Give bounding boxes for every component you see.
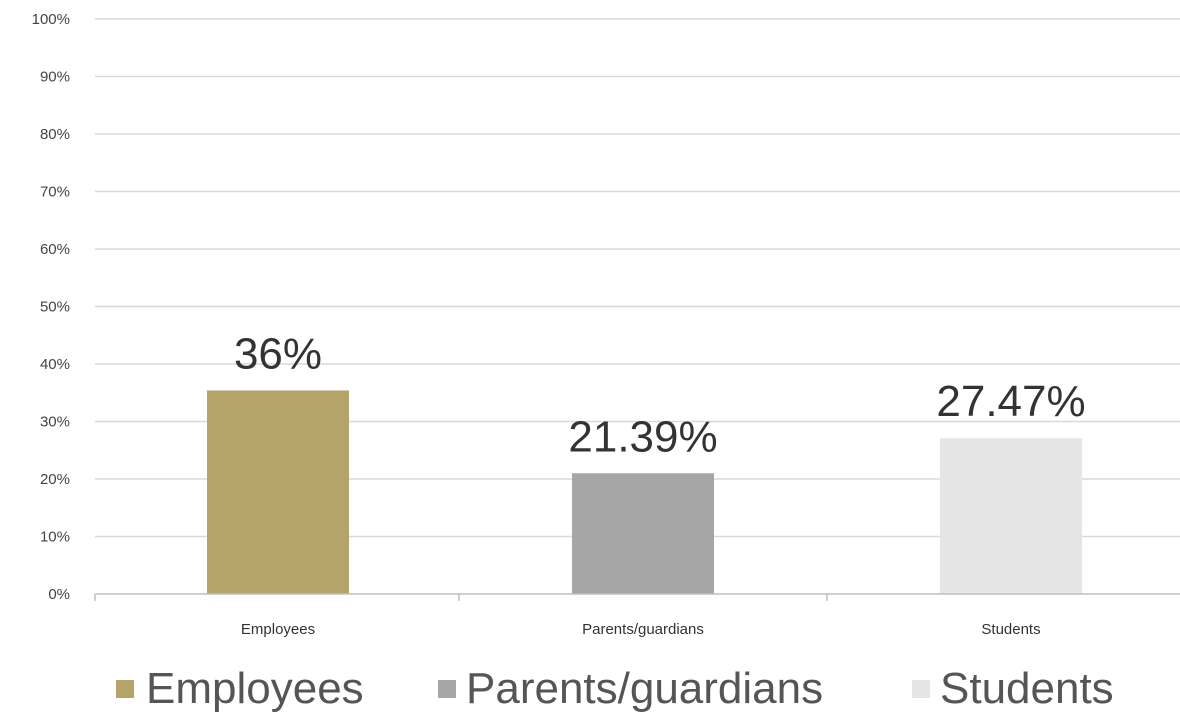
legend: Employees Parents/guardians Students — [116, 664, 1114, 713]
data-labels: 36% 21.39% 27.47% — [234, 329, 1086, 461]
legend-entry: Employees — [146, 664, 364, 713]
bar-employees — [207, 390, 349, 594]
y-axis-ticks: 0% 10% 20% 30% 40% 50% 60% 70% 80% 90% 100% — [32, 11, 70, 603]
data-label: 27.47% — [936, 377, 1085, 426]
bar-students — [940, 438, 1082, 594]
category-label: Students — [981, 621, 1040, 638]
y-tick-label: 80% — [40, 126, 70, 143]
y-tick-label: 90% — [40, 69, 70, 86]
data-label: 36% — [234, 329, 322, 378]
category-label: Employees — [241, 621, 315, 638]
y-tick-label: 20% — [40, 471, 70, 488]
x-axis — [94, 593, 1180, 601]
bars — [207, 390, 1082, 594]
bar-parents-guardians — [572, 473, 714, 594]
y-tick-label: 40% — [40, 356, 70, 373]
legend-entry: Parents/guardians — [466, 664, 823, 713]
y-tick-label: 30% — [40, 414, 70, 431]
y-tick-label: 0% — [48, 586, 70, 603]
y-tick-label: 10% — [40, 529, 70, 546]
legend-entry: Students — [940, 664, 1114, 713]
data-label: 21.39% — [568, 412, 717, 461]
legend-swatch — [438, 680, 456, 698]
legend-swatch — [116, 680, 134, 698]
category-label: Parents/guardians — [582, 621, 704, 638]
category-labels: Employees Parents/guardians Students — [241, 621, 1041, 638]
y-tick-label: 50% — [40, 299, 70, 316]
y-tick-label: 100% — [32, 11, 70, 28]
y-tick-label: 60% — [40, 241, 70, 258]
y-tick-label: 70% — [40, 184, 70, 201]
legend-swatch — [912, 680, 930, 698]
